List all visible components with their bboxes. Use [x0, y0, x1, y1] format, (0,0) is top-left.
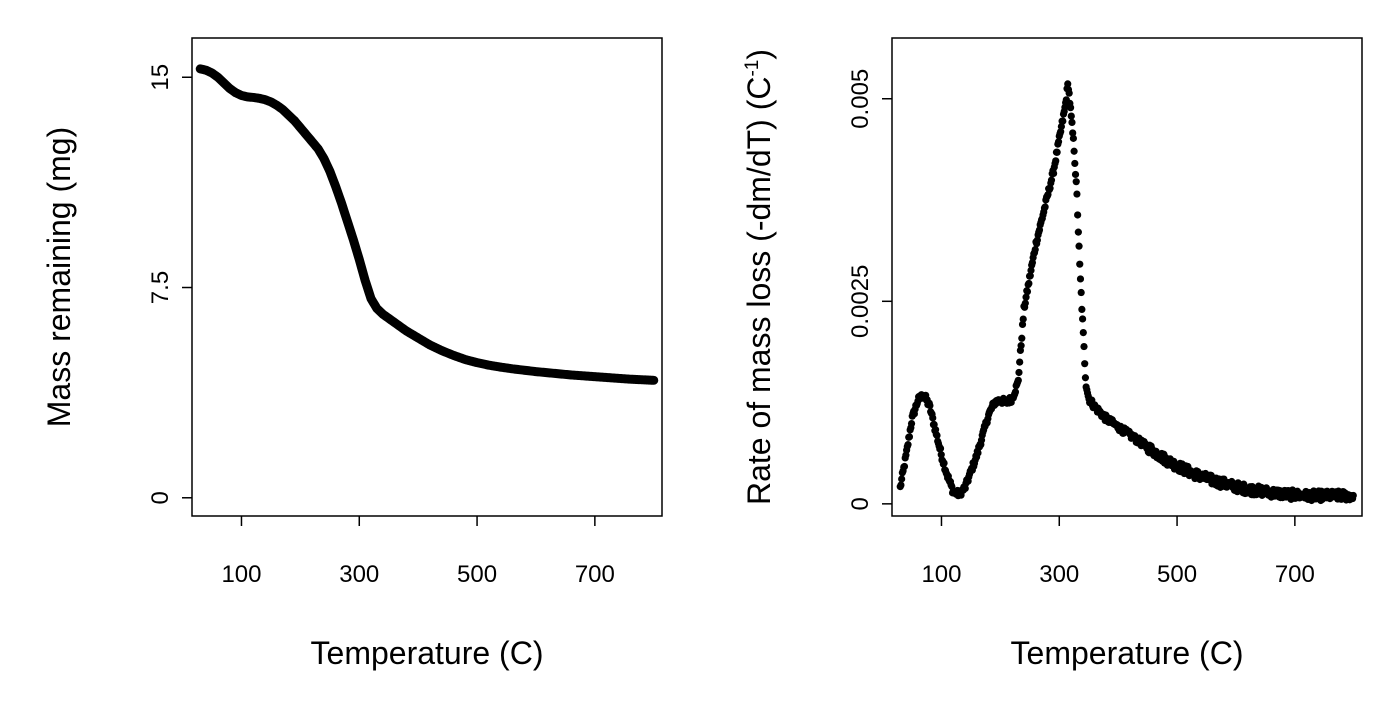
rate-point — [1074, 228, 1082, 236]
right-x-tick-label: 500 — [1157, 561, 1197, 588]
rate-point — [898, 475, 906, 483]
rate-point — [1077, 288, 1085, 297]
rate-point — [900, 462, 909, 471]
rate-point — [1023, 287, 1032, 296]
rate-point — [1075, 242, 1083, 250]
rate-point — [936, 444, 945, 453]
rate-point — [1026, 272, 1034, 280]
rate-point — [1059, 117, 1067, 125]
rate-point — [961, 484, 969, 492]
rate-point — [1050, 169, 1058, 178]
rate-point — [1065, 89, 1073, 97]
rate-point — [1078, 305, 1086, 314]
rate-point — [974, 449, 982, 457]
rate-point — [1021, 299, 1029, 307]
rate-point — [929, 414, 937, 422]
rate-point — [1016, 358, 1024, 366]
rate-point — [1069, 129, 1077, 137]
left-x-tick-label: 500 — [457, 561, 497, 588]
rate-point — [897, 481, 905, 489]
right-x-tick-label: 700 — [1275, 561, 1315, 588]
rate-point — [1076, 275, 1085, 283]
rate-point — [1076, 260, 1084, 268]
rate-point — [1019, 315, 1027, 323]
right-y-axis-title-superscript: -1 — [742, 60, 763, 77]
left-x-tick-label: 300 — [339, 561, 379, 588]
right-y-axis: 0 0.0025 0.005 — [847, 69, 892, 511]
right-y-axis-title: Rate of mass loss (-dm/dT) (C-1) — [741, 49, 777, 505]
rate-point — [1078, 315, 1087, 323]
left-x-tick-label: 100 — [221, 561, 261, 588]
right-x-tick-label: 300 — [1039, 561, 1079, 588]
rate-of-mass-loss-panel: 100 300 500 700 0 0.0025 0.005 Temperature (C… — [741, 37, 1363, 671]
left-x-axis-title: Temperature (C) — [311, 635, 544, 671]
left-x-axis: 100 300 500 700 — [221, 516, 615, 588]
rate-points — [896, 80, 1357, 505]
right-y-tick-label: 0.0025 — [847, 265, 874, 338]
rate-point — [1015, 368, 1023, 377]
rate-point — [907, 419, 916, 428]
right-x-axis: 100 300 500 700 — [921, 516, 1315, 588]
right-x-tick-label: 100 — [921, 561, 961, 588]
rate-point — [1052, 157, 1060, 165]
rate-point — [933, 431, 941, 440]
left-y-axis-title: Mass remaining (mg) — [41, 127, 77, 428]
rate-point — [1018, 320, 1027, 328]
rate-point — [1069, 134, 1077, 142]
rate-point — [1079, 328, 1087, 337]
rate-point — [1031, 245, 1039, 254]
rate-point — [1067, 112, 1075, 120]
left-y-tick-label: 7.5 — [147, 271, 174, 304]
rate-point — [926, 401, 934, 410]
rate-point — [1025, 279, 1033, 288]
right-x-axis-title: Temperature (C) — [1011, 635, 1244, 671]
left-y-axis: 0 7.5 15 — [147, 64, 192, 504]
rate-point — [1349, 491, 1357, 500]
rate-point — [1240, 480, 1248, 488]
rate-point — [1017, 342, 1025, 350]
rate-point — [1041, 203, 1049, 211]
rate-point — [904, 441, 912, 449]
right-y-axis-title-main: Rate of mass loss (-dm/dT) (C — [741, 77, 777, 506]
rate-point — [1057, 122, 1065, 131]
rate-point — [1070, 147, 1078, 155]
rate-point — [1068, 118, 1076, 127]
mass-curve — [195, 64, 659, 385]
rate-point — [1072, 178, 1080, 186]
rate-point — [1014, 376, 1022, 384]
rate-point — [1066, 104, 1075, 112]
right-y-tick-label: 0 — [847, 497, 874, 510]
rate-point — [1170, 457, 1178, 465]
rate-point — [1074, 211, 1082, 219]
rate-point — [905, 433, 914, 441]
rate-point — [1080, 342, 1088, 351]
left-plot-box — [191, 37, 663, 517]
rate-point — [1081, 374, 1090, 382]
rate-point — [1054, 138, 1063, 146]
rate-point — [1071, 170, 1080, 179]
right-y-tick-label: 0.005 — [847, 69, 874, 129]
left-y-tick-label: 15 — [147, 64, 174, 91]
rate-point — [1071, 159, 1079, 168]
mass-remaining-panel: 100 300 500 700 0 7.5 15 Temperature (C) Mass… — [41, 37, 663, 671]
rate-point — [1081, 360, 1089, 368]
rate-point — [1033, 236, 1041, 244]
rate-point — [937, 451, 945, 459]
rate-point — [1022, 293, 1030, 301]
rate-point — [940, 459, 948, 467]
rate-point — [1073, 190, 1081, 198]
rate-point — [1053, 148, 1061, 156]
left-x-tick-label: 700 — [575, 561, 615, 588]
rate-point — [1064, 80, 1072, 88]
rate-point — [1011, 388, 1020, 396]
rate-point — [1046, 184, 1054, 192]
right-y-axis-title-end: ) — [741, 49, 777, 60]
rate-point — [1018, 334, 1026, 342]
mass-remaining-line — [195, 64, 659, 385]
right-plot-box — [891, 37, 1363, 517]
rate-point — [1047, 176, 1056, 184]
left-y-tick-label: 0 — [147, 491, 174, 504]
